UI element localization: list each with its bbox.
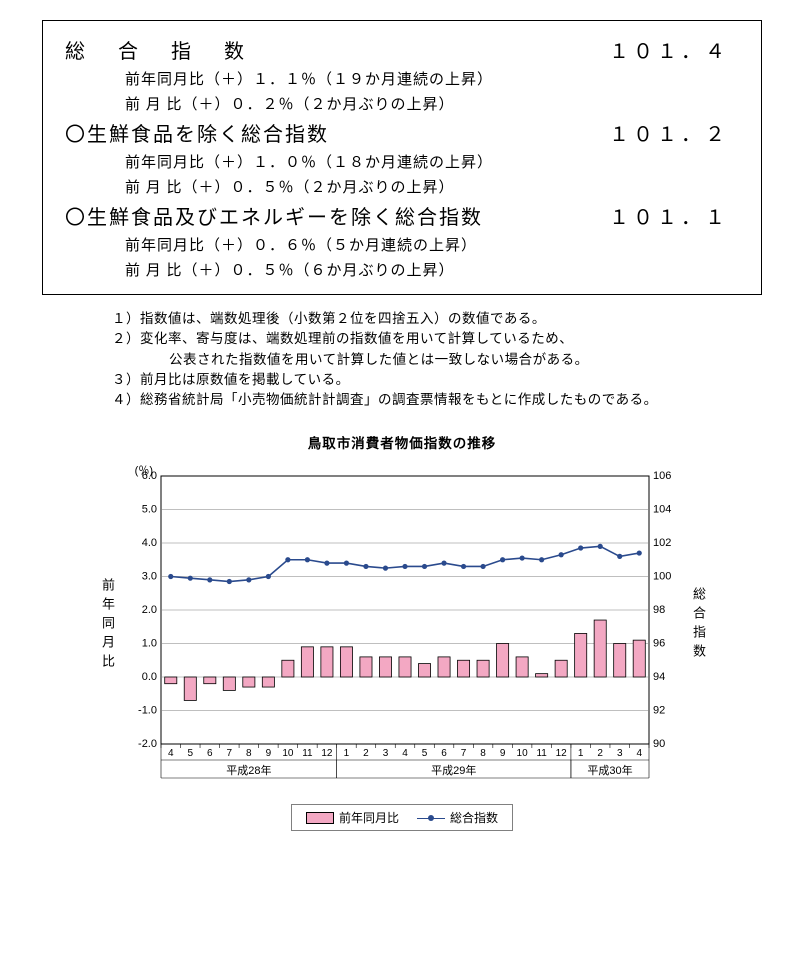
svg-text:2: 2 [363, 748, 369, 759]
svg-text:6: 6 [441, 748, 447, 759]
chart-legend: 前年同月比 総合指数 [291, 804, 513, 831]
svg-text:94: 94 [653, 671, 665, 683]
legend-item-bar: 前年同月比 [306, 809, 399, 826]
svg-text:平成30年: 平成30年 [587, 763, 632, 777]
svg-text:10: 10 [517, 748, 529, 759]
legend-item-line: 総合指数 [417, 809, 498, 826]
y-axis-left-label: 前年同月比 [92, 578, 123, 673]
index-mom: 前 月 比（＋）０．２％（２か月ぶりの上昇） [125, 93, 739, 114]
svg-text:平成29年: 平成29年 [431, 763, 476, 777]
notes-block: １）指数値は、端数処理後（小数第２位を四捨五入）の数値である。 ２）変化率、寄与… [112, 309, 722, 410]
note-line: ２）変化率、寄与度は、端数処理前の指数値を用いて計算しているため、 [112, 329, 722, 349]
svg-text:96: 96 [653, 638, 665, 650]
index-title: 総 合 指 数 [65, 35, 258, 64]
svg-text:7: 7 [461, 748, 467, 759]
legend-label-bar: 前年同月比 [339, 809, 399, 826]
svg-text:6: 6 [207, 748, 213, 759]
svg-text:3: 3 [383, 748, 389, 759]
index-yoy: 前年同月比（＋）１．０％（１８か月連続の上昇） [125, 151, 739, 172]
svg-text:98: 98 [653, 604, 665, 616]
svg-text:1.0: 1.0 [142, 638, 157, 650]
chart-container: 鳥取市消費者物価指数の推移 前年同月比 -2.0 -1.0 0.0 1.0 2.0 3.0… [92, 432, 712, 831]
svg-text:10: 10 [282, 748, 294, 759]
svg-text:(％): (％) [135, 465, 153, 477]
svg-text:2: 2 [597, 748, 603, 759]
svg-text:102: 102 [653, 537, 671, 549]
svg-text:11: 11 [302, 748, 313, 759]
svg-text:4: 4 [636, 748, 642, 759]
index-value: １０１．２ [609, 118, 739, 147]
svg-text:-2.0: -2.0 [138, 738, 157, 750]
index-yoy: 前年同月比（＋）０．６％（５か月連続の上昇） [125, 234, 739, 255]
svg-text:9: 9 [266, 748, 272, 759]
svg-text:1: 1 [344, 748, 350, 759]
svg-text:12: 12 [321, 748, 333, 759]
svg-text:3: 3 [617, 748, 623, 759]
svg-text:92: 92 [653, 705, 665, 717]
svg-text:8: 8 [246, 748, 252, 759]
svg-text:-1.0: -1.0 [138, 705, 157, 717]
legend-label-line: 総合指数 [450, 809, 498, 826]
index-block-0: 総 合 指 数 １０１．４ 前年同月比（＋）１．１％（１９か月連続の上昇） 前 … [65, 35, 739, 114]
index-block-2: 〇生鮮食品及びエネルギーを除く総合指数 １０１．１ 前年同月比（＋）０．６％（５… [65, 201, 739, 280]
index-title: 〇生鮮食品及びエネルギーを除く総合指数 [65, 201, 483, 230]
index-value: １０１．１ [609, 201, 739, 230]
summary-box: 総 合 指 数 １０１．４ 前年同月比（＋）１．１％（１９か月連続の上昇） 前 … [42, 20, 762, 295]
legend-swatch-bar [306, 812, 334, 824]
svg-text:8: 8 [480, 748, 486, 759]
svg-text:12: 12 [556, 748, 568, 759]
svg-text:4: 4 [402, 748, 408, 759]
y-axis-right-label: 総合指数 [683, 587, 714, 663]
svg-text:104: 104 [653, 504, 671, 516]
svg-text:7: 7 [227, 748, 233, 759]
svg-text:5: 5 [187, 748, 193, 759]
svg-text:4.0: 4.0 [142, 537, 157, 549]
index-title: 〇生鮮食品を除く総合指数 [65, 118, 329, 147]
svg-text:4: 4 [168, 748, 174, 759]
svg-text:5.0: 5.0 [142, 504, 157, 516]
svg-text:100: 100 [653, 571, 671, 583]
svg-text:0.0: 0.0 [142, 671, 157, 683]
svg-text:90: 90 [653, 738, 665, 750]
svg-text:平成28年: 平成28年 [226, 763, 271, 777]
index-mom: 前 月 比（＋）０．５％（２か月ぶりの上昇） [125, 176, 739, 197]
svg-text:3.0: 3.0 [142, 571, 157, 583]
chart-title: 鳥取市消費者物価指数の推移 [92, 432, 712, 452]
index-block-1: 〇生鮮食品を除く総合指数 １０１．２ 前年同月比（＋）１．０％（１８か月連続の上… [65, 118, 739, 197]
svg-text:106: 106 [653, 470, 671, 482]
index-mom: 前 月 比（＋）０．５％（６か月ぶりの上昇） [125, 259, 739, 280]
note-line: ３）前月比は原数値を掲載している。 [112, 370, 722, 390]
note-line: ４）総務省統計局「小売物価統計計調査」の調査票情報をもとに作成したものである。 [112, 390, 722, 410]
index-value: １０１．４ [609, 35, 739, 64]
cpi-combo-chart: -2.0-1.00.01.02.03.04.05.06.0(％)90929496… [123, 460, 683, 790]
svg-text:1: 1 [578, 748, 584, 759]
note-line: １）指数値は、端数処理後（小数第２位を四捨五入）の数値である。 [112, 309, 722, 329]
svg-text:2.0: 2.0 [142, 604, 157, 616]
legend-swatch-line [417, 813, 445, 823]
svg-text:11: 11 [536, 748, 547, 759]
index-yoy: 前年同月比（＋）１．１％（１９か月連続の上昇） [125, 68, 739, 89]
note-line: 公表された指数値を用いて計算した値とは一致しない場合がある。 [112, 350, 722, 370]
svg-text:9: 9 [500, 748, 506, 759]
svg-text:5: 5 [422, 748, 428, 759]
